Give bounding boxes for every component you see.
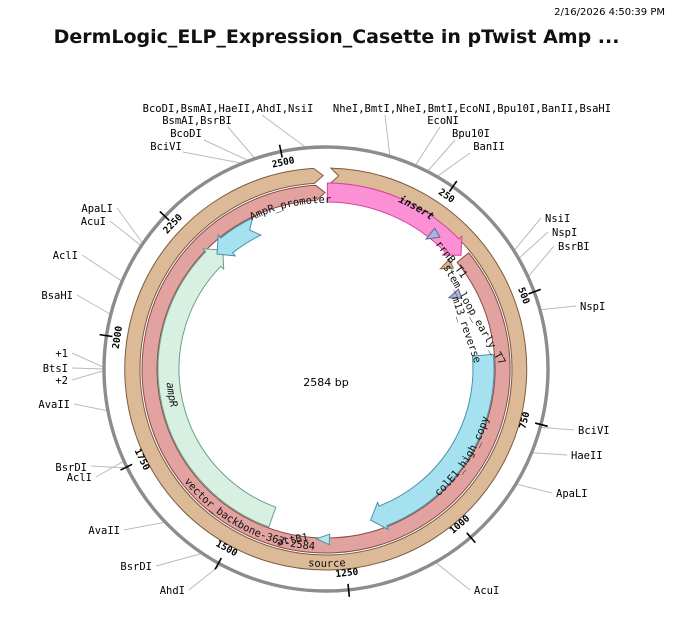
enzyme-label-banii[interactable]: BanII	[473, 141, 505, 153]
feature-arc-source[interactable]	[124, 167, 528, 571]
enzyme-label-bcivi[interactable]: BciVI	[578, 425, 610, 437]
enzyme-label-acui[interactable]: AcuI	[474, 585, 499, 597]
leader-line	[155, 552, 203, 567]
enzyme-label-haeii[interactable]: HaeII	[571, 450, 603, 462]
leader-line	[71, 370, 105, 381]
leader-line	[95, 460, 125, 478]
leader-line	[227, 126, 256, 160]
tick-label: 2000	[111, 325, 125, 350]
leader-line	[203, 139, 250, 162]
enzyme-label-bsmai-bsrbi[interactable]: BsmAI,BsrBI	[162, 115, 232, 127]
leader-line	[515, 483, 553, 494]
enzyme-label-acli[interactable]: AclI	[67, 472, 92, 484]
feature-label-text: ampR	[164, 382, 180, 409]
tick-mark	[214, 557, 223, 570]
tick-mark	[120, 463, 133, 471]
feature-label-attB1[interactable]: attB1	[276, 531, 309, 548]
feature-arc-AmpR-promoter[interactable]	[216, 216, 263, 257]
leader-line	[540, 426, 575, 431]
tick-mark	[99, 333, 113, 338]
enzyme-label-nhei-bmti-nhei-bmti-econi-bpu10i-banii-bsahi[interactable]: NheI,BmtI,NheI,BmtI,EcoNI,Bpu10I,BanII,B…	[333, 103, 611, 115]
tick-label: 750	[518, 410, 533, 430]
enzyme-label-acui[interactable]: AcuI	[81, 216, 106, 228]
feature-marker-m13-reverse[interactable]	[447, 288, 463, 299]
leader-line	[71, 352, 105, 368]
tick-mark	[528, 288, 541, 295]
leader-line	[71, 367, 105, 370]
timestamp: 2/16/2026 4:50:39 PM	[554, 7, 665, 18]
enzyme-label-nspi[interactable]: NspI	[552, 227, 577, 239]
tick-mark	[278, 144, 283, 158]
tick-mark	[466, 532, 476, 544]
enzyme-label-bsrdi[interactable]: BsrDI	[55, 462, 87, 474]
feature-marker-stem-loop-early-T7[interactable]	[439, 258, 455, 270]
enzyme-label-acli[interactable]: AclI	[53, 250, 78, 262]
leader-line	[384, 114, 391, 157]
tick-label: 500	[515, 286, 531, 306]
enzyme-label-bsahi[interactable]: BsaHI	[41, 290, 73, 302]
enzyme-label-avaii[interactable]: AvaII	[88, 525, 120, 537]
leader-line	[123, 521, 166, 531]
feature-label-ampR[interactable]: ampR	[164, 382, 180, 409]
tick-mark	[448, 180, 458, 193]
enzyme-label-nspi[interactable]: NspI	[580, 301, 605, 313]
enzyme-label-btsi[interactable]: BtsI	[43, 363, 68, 375]
enzyme-label-bsrdi[interactable]: BsrDI	[120, 561, 152, 573]
leader-line	[436, 152, 471, 178]
leader-line	[513, 217, 542, 252]
leader-line	[531, 452, 568, 456]
enzyme-label-apali[interactable]: ApaLI	[81, 203, 113, 215]
enzyme-label-+2[interactable]: +2	[55, 375, 68, 387]
leader-line	[73, 403, 109, 412]
leader-line	[518, 231, 549, 259]
plasmid-backbone-circle	[102, 145, 550, 593]
tick-label: 2500	[271, 155, 296, 170]
leader-line	[527, 245, 555, 278]
feature-arc-vector-backbone[interactable]	[141, 184, 511, 554]
feature-rings-layer	[124, 167, 528, 571]
enzyme-label-bcodi[interactable]: BcoDI	[170, 128, 202, 140]
leader-line	[90, 465, 128, 469]
feature-arc-insert[interactable]	[326, 182, 463, 256]
leader-line	[427, 139, 456, 172]
enzyme-label-avaii[interactable]: AvaII	[38, 399, 70, 411]
leader-line	[81, 254, 123, 282]
tick-mark	[347, 583, 351, 597]
leader-lines-layer	[71, 114, 577, 591]
enzyme-label-bpu10i[interactable]: Bpu10I	[452, 128, 490, 140]
feature-marker-attB1[interactable]	[315, 533, 331, 546]
leader-line	[435, 561, 471, 591]
enzyme-label-+1[interactable]: +1	[55, 348, 68, 360]
tick-mark	[534, 422, 548, 428]
feature-label-source[interactable]: source	[308, 557, 346, 570]
enzyme-label-econi[interactable]: EcoNI	[427, 115, 459, 127]
enzyme-label-bsrbi[interactable]: BsrBI	[558, 241, 590, 253]
leader-line	[261, 114, 307, 149]
enzyme-label-nsii[interactable]: NsiI	[545, 213, 570, 225]
feature-label-text: source	[308, 557, 346, 570]
enzyme-label-bcodi-bsmai-haeii-ahdi-nsii[interactable]: BcoDI,BsmAI,HaeII,AhdI,NsiI	[143, 103, 314, 115]
leader-line	[109, 220, 142, 247]
feature-marker-rrnB-T1[interactable]	[424, 227, 441, 240]
leader-line	[116, 207, 144, 244]
leader-line	[414, 126, 441, 166]
enzyme-label-ahdi[interactable]: AhdI	[160, 585, 185, 597]
leader-line	[182, 151, 243, 164]
page-title: DermLogic_ELP_Expression_Casette in pTwi…	[53, 26, 620, 48]
plasmid-size-label: 2584 bp	[303, 376, 348, 389]
enzyme-label-apali[interactable]: ApaLI	[556, 488, 588, 500]
feature-arc-ampR[interactable]	[157, 248, 277, 528]
leader-line	[539, 305, 577, 311]
enzyme-label-bcivi[interactable]: BciVI	[150, 141, 182, 153]
leader-line	[76, 294, 112, 315]
feature-arc-colE1-high-copy[interactable]	[369, 353, 495, 531]
tick-mark	[159, 210, 170, 221]
tick-label: 1250	[335, 567, 359, 580]
